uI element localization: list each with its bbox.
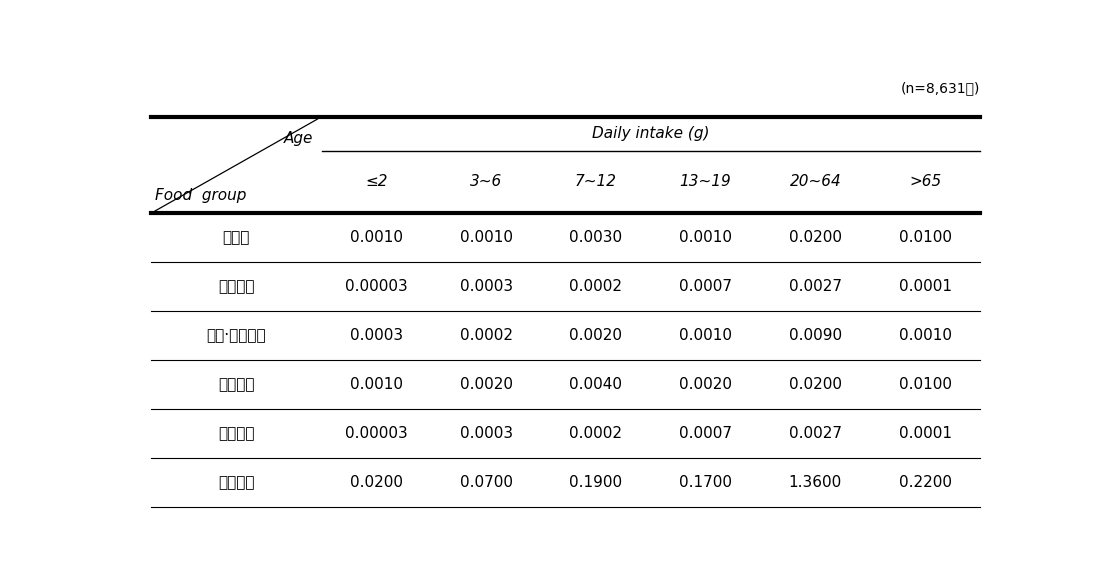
Text: 0.0003: 0.0003 [460, 426, 513, 441]
Text: 기타소금: 기타소금 [218, 426, 255, 441]
Text: 0.0100: 0.0100 [899, 230, 952, 245]
Text: 0.0700: 0.0700 [460, 475, 513, 490]
Text: 0.2200: 0.2200 [899, 475, 952, 490]
Text: 0.0003: 0.0003 [460, 279, 513, 294]
Text: 3~6: 3~6 [470, 175, 502, 189]
Text: 1.3600: 1.3600 [789, 475, 842, 490]
Text: Age: Age [283, 131, 313, 146]
Text: 0.1900: 0.1900 [569, 475, 622, 490]
Text: 0.0010: 0.0010 [460, 230, 513, 245]
Text: 0.00003: 0.00003 [345, 279, 408, 294]
Text: 0.0010: 0.0010 [899, 328, 952, 343]
Text: 0.0007: 0.0007 [679, 279, 732, 294]
Text: >65: >65 [909, 175, 941, 189]
Text: ≤2: ≤2 [365, 175, 388, 189]
Text: (n=8,631명): (n=8,631명) [900, 81, 979, 95]
Text: 0.0001: 0.0001 [899, 279, 952, 294]
Text: 0.0002: 0.0002 [460, 328, 513, 343]
Text: 0.0020: 0.0020 [460, 377, 513, 392]
Text: 태움·용융소금: 태움·용융소금 [206, 328, 266, 343]
Text: 천일염: 천일염 [223, 230, 250, 245]
Text: 0.0001: 0.0001 [899, 426, 952, 441]
Text: 0.00003: 0.00003 [345, 426, 408, 441]
Text: 0.0010: 0.0010 [679, 230, 732, 245]
Text: 정제소금: 정제소금 [218, 377, 255, 392]
Text: 0.0010: 0.0010 [679, 328, 732, 343]
Text: 재제소금: 재제소금 [218, 279, 255, 294]
Text: 0.0200: 0.0200 [789, 377, 842, 392]
Text: 0.0027: 0.0027 [789, 426, 842, 441]
Text: 0.0030: 0.0030 [569, 230, 622, 245]
Text: 0.0007: 0.0007 [679, 426, 732, 441]
Text: 0.0200: 0.0200 [789, 230, 842, 245]
Text: 0.0090: 0.0090 [789, 328, 842, 343]
Text: Food  group: Food group [154, 188, 246, 203]
Text: 0.0027: 0.0027 [789, 279, 842, 294]
Text: 가공소금: 가공소금 [218, 475, 255, 490]
Text: 0.0020: 0.0020 [569, 328, 622, 343]
Text: 0.0010: 0.0010 [350, 377, 403, 392]
Text: 0.0002: 0.0002 [569, 279, 622, 294]
Text: 0.0010: 0.0010 [350, 230, 403, 245]
Text: 7~12: 7~12 [575, 175, 617, 189]
Text: 13~19: 13~19 [679, 175, 731, 189]
Text: 20~64: 20~64 [790, 175, 842, 189]
Text: 0.0200: 0.0200 [350, 475, 403, 490]
Text: 0.0002: 0.0002 [569, 426, 622, 441]
Text: Daily intake (g): Daily intake (g) [592, 126, 709, 141]
Text: 0.0003: 0.0003 [350, 328, 403, 343]
Text: 0.0020: 0.0020 [679, 377, 732, 392]
Text: 0.1700: 0.1700 [679, 475, 732, 490]
Text: 0.0100: 0.0100 [899, 377, 952, 392]
Text: 0.0040: 0.0040 [569, 377, 622, 392]
